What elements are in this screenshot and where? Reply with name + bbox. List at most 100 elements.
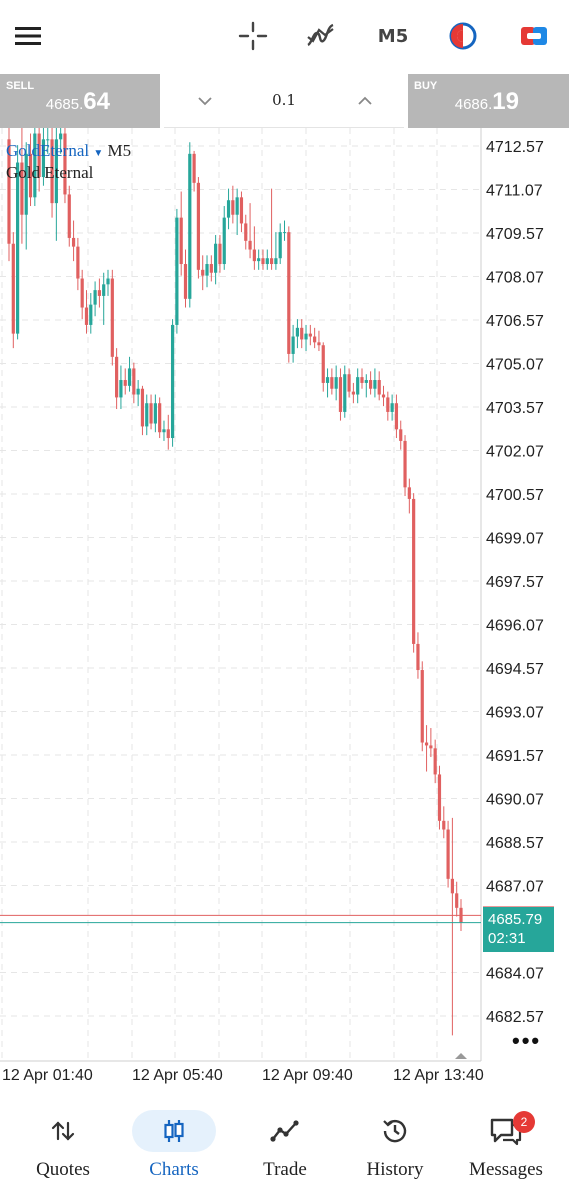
candle-body [403, 440, 407, 488]
candle-body [132, 368, 136, 395]
candle-body [446, 829, 450, 879]
symbol-dropdown-icon: ▼ [93, 148, 104, 159]
candle-body [399, 429, 403, 441]
sell-label: SELL [6, 80, 35, 92]
volume-decrease-chevron-down-icon[interactable] [190, 86, 220, 116]
candle-body [455, 893, 459, 908]
candle-body [183, 264, 188, 299]
price-tick-label: 4711.07 [486, 183, 543, 200]
nav-messages-label: Messages [469, 1159, 543, 1180]
candle-body [437, 774, 442, 821]
crosshair-icon[interactable] [231, 14, 275, 58]
candle-body [390, 403, 394, 412]
candle-countdown: 02:31 [488, 930, 526, 947]
price-tick-label: 4702.07 [486, 444, 544, 461]
candle-body [278, 232, 282, 259]
candle-body [149, 403, 153, 424]
candle-body [291, 336, 295, 354]
nav-trade-label: Trade [263, 1159, 307, 1180]
time-tick-label: 12 Apr 13:40 [393, 1067, 484, 1084]
nav-quotes[interactable]: Quotes [8, 1100, 118, 1190]
quotes-icon [21, 1110, 105, 1152]
volume-input[interactable]: 0.1 [272, 91, 296, 109]
candle-body [424, 742, 429, 746]
candle-body [93, 290, 97, 305]
symbol-selector[interactable]: GoldEternal ▼ M5 [6, 141, 131, 161]
indicators-icon[interactable] [299, 14, 343, 58]
sell-button[interactable]: SELL 4685.64 [0, 74, 160, 128]
candle-body [166, 429, 170, 439]
chart-shift-marker [455, 1053, 467, 1059]
candle-body [102, 284, 106, 296]
candle-body [46, 139, 50, 141]
candle-body [269, 258, 274, 265]
candle-body [252, 249, 256, 262]
candle-body [433, 748, 437, 775]
candle-body [67, 194, 71, 238]
candle-body [209, 264, 213, 273]
candle-body [158, 403, 162, 433]
candle-body [377, 380, 381, 395]
candle-body [222, 217, 226, 265]
candle-body [416, 643, 420, 671]
nav-charts-label: Charts [149, 1159, 199, 1180]
candle-body [196, 182, 201, 270]
candle-body [248, 240, 252, 250]
price-tick-label: 4709.57 [486, 226, 544, 243]
nav-history[interactable]: History [340, 1100, 450, 1190]
candle-body [313, 336, 317, 343]
volume-increase-chevron-up-icon[interactable] [350, 86, 380, 116]
candle-body [59, 133, 63, 140]
time-tick-label: 12 Apr 09:40 [262, 1067, 353, 1084]
candle-body [115, 356, 119, 398]
candle-body [308, 333, 312, 337]
candle-body [364, 380, 368, 383]
current-price-label: 4685.79 02:31 [483, 907, 554, 952]
buy-label: BUY [414, 80, 438, 92]
history-icon [353, 1110, 437, 1152]
candle-body [54, 139, 58, 204]
candle-body [226, 200, 231, 218]
candle-body [257, 258, 261, 262]
candle-body [317, 342, 321, 346]
trade-order-icon[interactable] [512, 14, 556, 58]
timeframe-label: M5 [377, 25, 409, 47]
price-tick-label: 4708.07 [486, 270, 544, 287]
candle-body [7, 139, 11, 244]
candle-body [119, 380, 123, 398]
candle-body [394, 403, 399, 430]
volume-box: 0.1 [164, 74, 404, 128]
nav-messages[interactable]: 2 Messages [451, 1100, 561, 1190]
price-chart[interactable]: 4686.044712.574711.074709.574708.074706.… [0, 128, 569, 1088]
menu-icon[interactable] [6, 14, 50, 58]
candle-body [304, 333, 308, 340]
one-click-trading-icon[interactable] [441, 14, 485, 58]
more-options-icon[interactable]: ••• [512, 1028, 542, 1053]
candle-body [300, 327, 304, 340]
price-tick-label: 4712.57 [486, 139, 544, 156]
candle-body [140, 388, 145, 427]
candle-body [274, 258, 278, 265]
timeframe-button[interactable]: M5 [371, 14, 415, 58]
one-click-trade-panel: SELL 4685.64 0.1 BUY 4686.19 [0, 74, 569, 128]
candle-body [321, 345, 325, 383]
candle-body [192, 153, 196, 183]
candle-body [356, 377, 360, 395]
candle-body [325, 377, 330, 383]
trade-icon [243, 1110, 327, 1152]
nav-charts[interactable]: Charts [119, 1100, 229, 1190]
buy-button[interactable]: BUY 4686.19 [408, 74, 569, 128]
candle-body [37, 133, 41, 178]
candle-body [127, 368, 132, 386]
price-tick-label: 4682.57 [486, 1009, 544, 1026]
candle-body [360, 377, 364, 383]
messages-icon [464, 1110, 548, 1152]
price-tick-label: 4705.07 [486, 357, 544, 374]
candle-body [231, 200, 235, 215]
nav-trade[interactable]: Trade [230, 1100, 340, 1190]
candle-body [170, 324, 175, 439]
candle-body [63, 133, 67, 195]
price-tick-label: 4703.57 [486, 400, 544, 417]
candle-body [287, 232, 291, 354]
sell-price: 4685.64 [45, 88, 110, 115]
